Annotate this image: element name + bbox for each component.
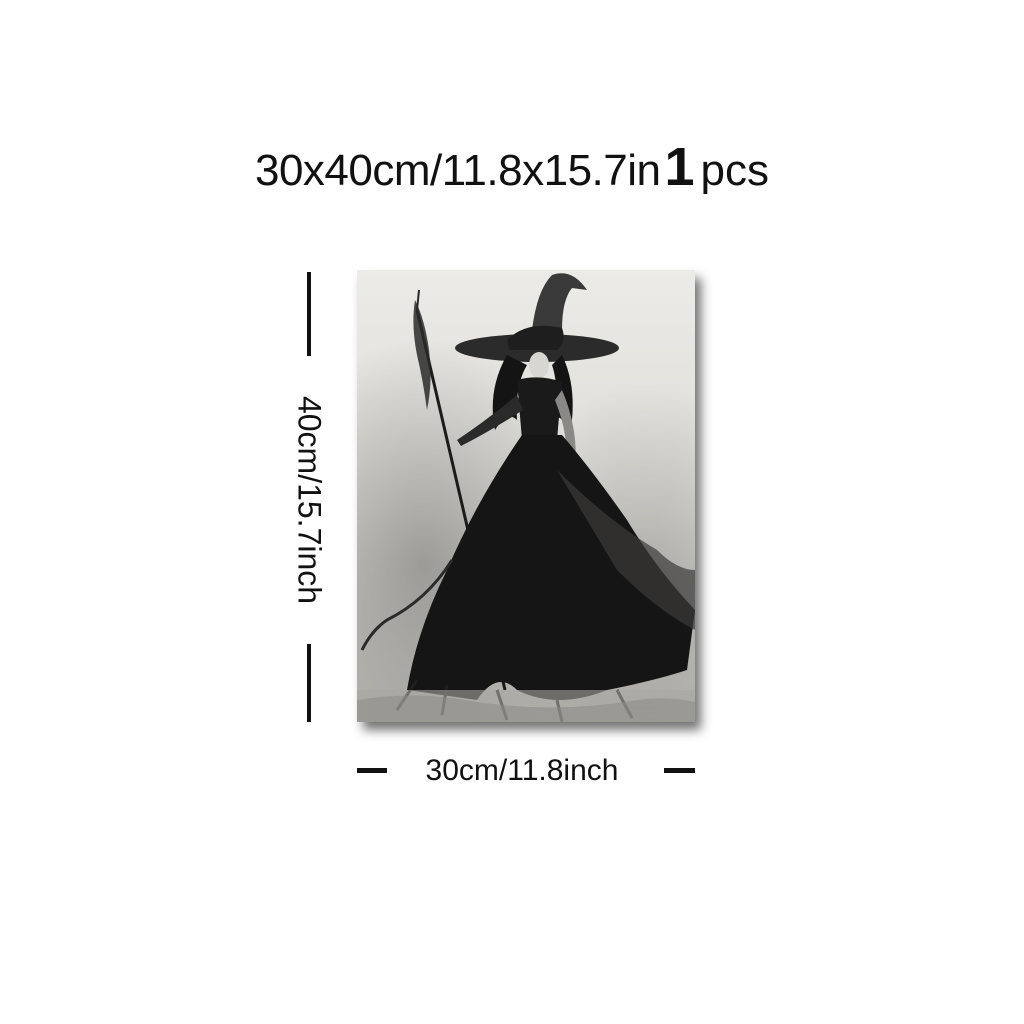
- witch-painting: [357, 270, 695, 722]
- width-label: 30cm/11.8inch: [425, 754, 619, 787]
- height-marker-top: [307, 272, 311, 356]
- width-marker-left: [357, 768, 387, 773]
- width-marker-right: [664, 768, 695, 773]
- height-label: 40cm/15.7inch: [291, 395, 328, 605]
- quantity-number: 1: [664, 137, 695, 197]
- product-size-title: 30x40cm/11.8x15.7in1 pcs: [0, 136, 1024, 198]
- canvas-poster: [357, 270, 695, 722]
- height-marker-bottom: [307, 644, 311, 722]
- quantity-unit: pcs: [700, 146, 770, 195]
- size-text: 30x40cm/11.8x15.7in: [254, 146, 661, 195]
